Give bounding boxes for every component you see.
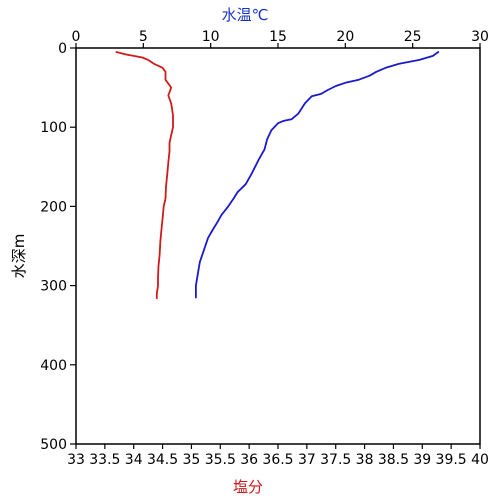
bottom-tick-label: 38: [356, 452, 374, 468]
bottom-tick-label: 36.5: [262, 452, 293, 468]
bottom-tick-label: 39: [413, 452, 431, 468]
bottom-tick-label: 33.5: [89, 452, 120, 468]
bottom-tick-label: 36: [240, 452, 258, 468]
left-tick-label: 0: [58, 41, 67, 57]
left-axis-title: 水深m: [10, 234, 28, 279]
top-tick-label: 20: [336, 29, 354, 45]
bottom-tick-label: 40: [471, 452, 489, 468]
bottom-axis-title: 塩分: [233, 478, 263, 496]
left-tick-label: 100: [40, 120, 67, 136]
plot-frame: [75, 47, 481, 445]
left-tick-label: 300: [40, 279, 67, 295]
left-tick-label: 400: [40, 358, 67, 374]
salinity-line: [115, 51, 174, 300]
top-tick-label: 25: [404, 29, 422, 45]
top-tick-label: 0: [72, 29, 81, 45]
top-tick-label: 15: [269, 29, 287, 45]
bottom-tick-label: 37.5: [320, 452, 351, 468]
bottom-tick-label: 38.5: [378, 452, 409, 468]
left-tick-label: 500: [40, 437, 67, 453]
bottom-tick-label: 39.5: [436, 452, 467, 468]
temperature-line: [195, 51, 440, 299]
bottom-tick-label: 33: [67, 452, 85, 468]
left-tick-label: 200: [40, 199, 67, 215]
top-tick-label: 30: [471, 29, 489, 45]
top-tick-label: 10: [202, 29, 220, 45]
bottom-tick-label: 35: [183, 452, 201, 468]
bottom-tick-label: 37: [298, 452, 316, 468]
top-axis-title: 水温℃: [222, 6, 269, 24]
top-tick-label: 5: [139, 29, 148, 45]
bottom-tick-label: 35.5: [205, 452, 236, 468]
bottom-tick-label: 34.5: [147, 452, 178, 468]
bottom-tick-label: 34: [125, 452, 143, 468]
